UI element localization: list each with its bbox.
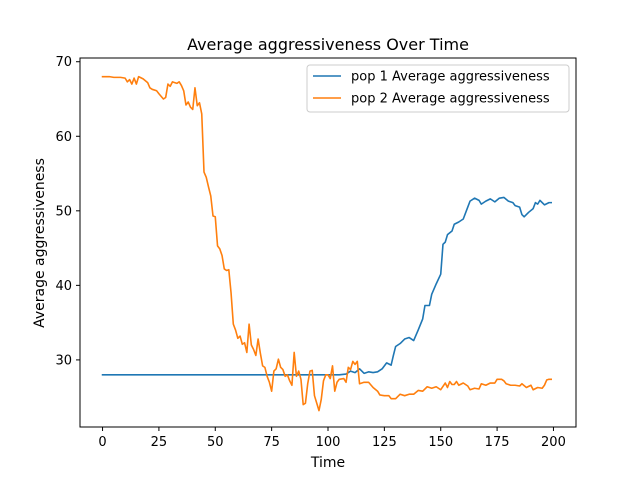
y-tick-label: 60 — [55, 130, 72, 145]
x-tick-label: 25 — [151, 435, 168, 450]
plot-background — [80, 58, 576, 427]
series-lines — [101, 75, 552, 412]
y-tick-label: 30 — [55, 353, 72, 368]
legend-label-pop-2: pop 2 Average aggressiveness — [351, 92, 550, 107]
x-tick-label: 125 — [372, 435, 397, 450]
y-tick-label: 40 — [55, 279, 72, 294]
legend-box — [306, 64, 570, 113]
series-line-pop-1 — [101, 196, 552, 376]
x-tick-label: 50 — [207, 435, 224, 450]
x-tick-label: 150 — [428, 435, 453, 450]
x-axis-ticks: 0 25 50 75 100 125 150 175 200 — [98, 427, 566, 450]
y-tick-label: 70 — [55, 55, 72, 70]
legend-label-pop-1: pop 1 Average aggressiveness — [351, 70, 550, 85]
x-tick-label: 200 — [541, 435, 566, 450]
plot-area — [79, 57, 577, 428]
y-axis-ticks: 30 40 50 60 70 — [55, 55, 80, 368]
series-line-pop-2 — [101, 75, 552, 412]
x-tick-label: 175 — [485, 435, 510, 450]
x-tick-label: 100 — [316, 435, 341, 450]
chart-title: Average aggressiveness Over Time — [187, 35, 469, 54]
legend: pop 1 Average aggressiveness pop 2 Averag… — [306, 64, 570, 113]
x-axis-label: Time — [310, 455, 345, 471]
x-tick-label: 0 — [98, 435, 106, 450]
y-tick-label: 50 — [55, 204, 72, 219]
x-tick-label: 75 — [263, 435, 280, 450]
y-axis-label: Average aggressiveness — [32, 158, 48, 328]
